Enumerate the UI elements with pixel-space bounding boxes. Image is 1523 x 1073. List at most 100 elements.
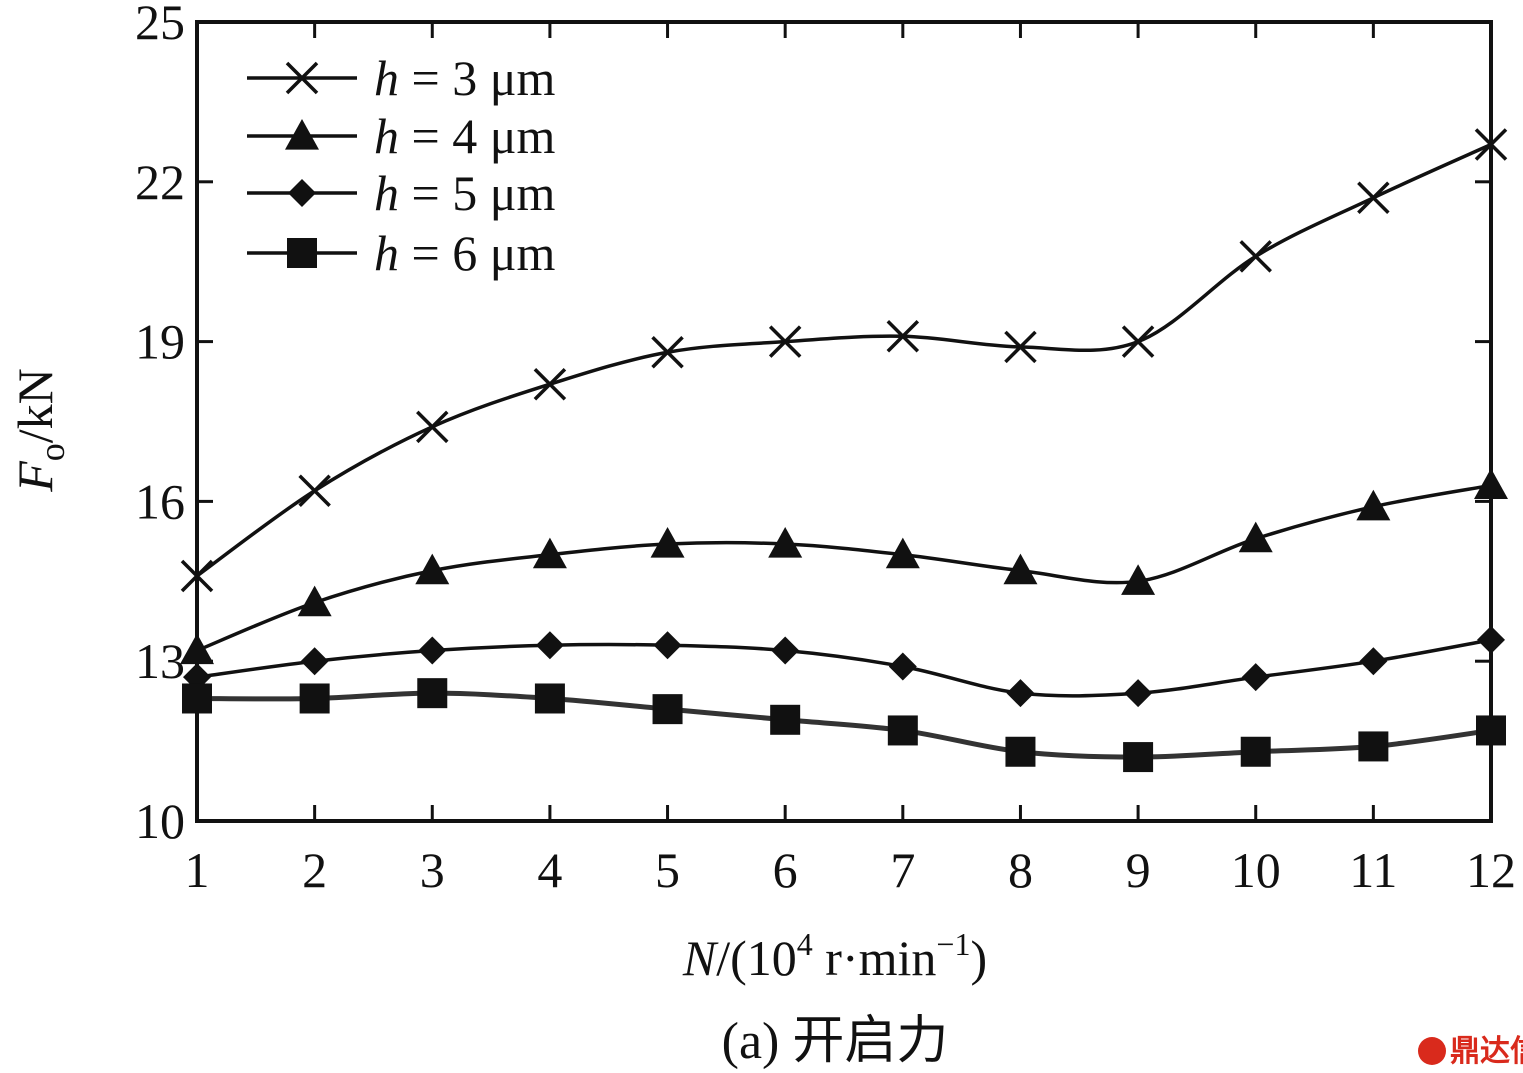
data-point-diamond — [1124, 679, 1153, 708]
data-point-x — [1357, 181, 1390, 215]
legend-label: h = 4 μm — [374, 108, 556, 164]
watermark-text: 鼎达信 — [1450, 1034, 1523, 1069]
legend-marker-diamond — [288, 179, 316, 207]
y-axis: 10 13 16 19 22 25 — [135, 0, 1491, 849]
data-point-x — [1004, 330, 1037, 364]
data-point-square — [887, 715, 918, 746]
series-2 — [180, 468, 1508, 665]
data-point-triangle — [885, 537, 920, 569]
legend-label: h = 6 μm — [374, 225, 556, 281]
data-point-square — [417, 678, 448, 709]
data-point-x — [533, 367, 567, 401]
data-point-diamond — [771, 636, 800, 665]
watermark: 鼎达信 — [1418, 1034, 1523, 1069]
data-point-triangle — [1121, 564, 1156, 595]
y-tick-label: 10 — [135, 793, 185, 849]
x-tick-label: 3 — [420, 842, 445, 898]
x-axis-label-close: ) — [970, 930, 987, 986]
data-point-diamond — [1006, 679, 1035, 708]
legend-label-var: h — [374, 165, 399, 221]
legend-label-rest: = 6 μm — [399, 225, 556, 281]
data-point-triangle — [650, 527, 685, 558]
data-point-square — [770, 704, 801, 735]
data-point-diamond — [1359, 647, 1388, 676]
y-axis-label-unit: /kN — [7, 368, 63, 443]
data-point-triangle — [1238, 521, 1273, 553]
data-point-square — [1358, 731, 1389, 762]
x-tick-label: 5 — [655, 842, 680, 898]
data-point-square — [1005, 736, 1036, 767]
series-1 — [180, 128, 1508, 593]
y-axis-label-var: F — [7, 461, 63, 493]
series-line — [196, 690, 1492, 760]
data-point-x — [886, 320, 920, 353]
data-point-triangle — [180, 633, 214, 665]
data-point-diamond — [535, 631, 564, 660]
y-axis-label: Fo/kN — [7, 368, 72, 493]
data-point-x — [1239, 240, 1272, 273]
data-point-x — [1474, 128, 1508, 161]
legend: h = 3 μmh = 4 μmh = 5 μmh = 6 μm — [247, 50, 556, 281]
legend-label-var: h — [374, 225, 399, 281]
x-tick-label: 9 — [1126, 842, 1151, 898]
plot-frame — [195, 20, 1493, 823]
x-axis: 1 2 3 4 5 6 7 8 9 10 11 12 — [185, 22, 1516, 898]
x-tick-label: 7 — [890, 842, 915, 898]
data-point-diamond — [300, 647, 329, 676]
x-tick-label: 4 — [537, 842, 562, 898]
data-point-diamond — [888, 652, 917, 681]
data-point-x — [1121, 325, 1155, 358]
data-point-diamond — [653, 631, 682, 660]
series-line — [196, 638, 1492, 698]
legend-marker-square — [287, 238, 317, 268]
watermark-logo-icon — [1418, 1037, 1446, 1065]
y-tick-label: 13 — [135, 633, 185, 689]
x-axis-label-unit: r·min — [813, 930, 937, 986]
y-axis-label-sub: o — [32, 443, 72, 461]
series-line — [196, 483, 1492, 653]
data-point-square — [534, 683, 565, 714]
x-tick-label: 2 — [302, 842, 327, 898]
legend-item: h = 5 μm — [247, 165, 556, 221]
legend-marker-triangle — [285, 119, 319, 150]
legend-label-rest: = 3 μm — [399, 50, 556, 106]
x-axis-label: N/(104 r·min−1) — [682, 926, 987, 986]
data-point-triangle — [768, 527, 803, 558]
data-point-square — [1123, 742, 1154, 773]
x-tick-label: 10 — [1231, 842, 1281, 898]
data-point-x — [180, 559, 214, 593]
x-tick-label: 11 — [1349, 842, 1397, 898]
series-layer — [180, 128, 1508, 773]
y-tick-label: 22 — [135, 154, 185, 210]
x-tick-label: 6 — [773, 842, 798, 898]
data-point-square — [1240, 736, 1271, 767]
data-point-square — [182, 683, 212, 714]
legend-label-rest: = 5 μm — [399, 165, 556, 221]
legend-marker-x — [285, 61, 319, 95]
data-point-x — [768, 325, 802, 358]
series-4 — [182, 678, 1506, 773]
legend-item: h = 3 μm — [247, 50, 556, 106]
data-point-triangle — [1003, 553, 1038, 585]
x-tick-label: 1 — [185, 842, 210, 898]
data-point-diamond — [418, 636, 447, 665]
y-tick-label: 16 — [135, 473, 185, 529]
legend-label-var: h — [374, 108, 399, 164]
legend-label-rest: = 4 μm — [399, 108, 556, 164]
x-tick-label: 12 — [1466, 842, 1516, 898]
x-tick-label: 8 — [1008, 842, 1033, 898]
data-point-triangle — [1474, 468, 1508, 500]
x-axis-label-var: N — [682, 930, 719, 986]
x-axis-label-unit-exp: −1 — [936, 926, 970, 962]
data-point-x — [651, 336, 684, 369]
figure-caption: (a) 开启力 — [722, 1013, 949, 1070]
data-point-diamond — [1241, 663, 1270, 692]
legend-label: h = 5 μm — [374, 165, 556, 221]
data-point-triangle — [1356, 489, 1391, 521]
data-point-diamond — [1477, 625, 1505, 654]
data-point-square — [299, 683, 330, 714]
series-line — [195, 142, 1492, 578]
data-point-triangle — [297, 585, 332, 617]
legend-label-var: h — [374, 50, 399, 106]
